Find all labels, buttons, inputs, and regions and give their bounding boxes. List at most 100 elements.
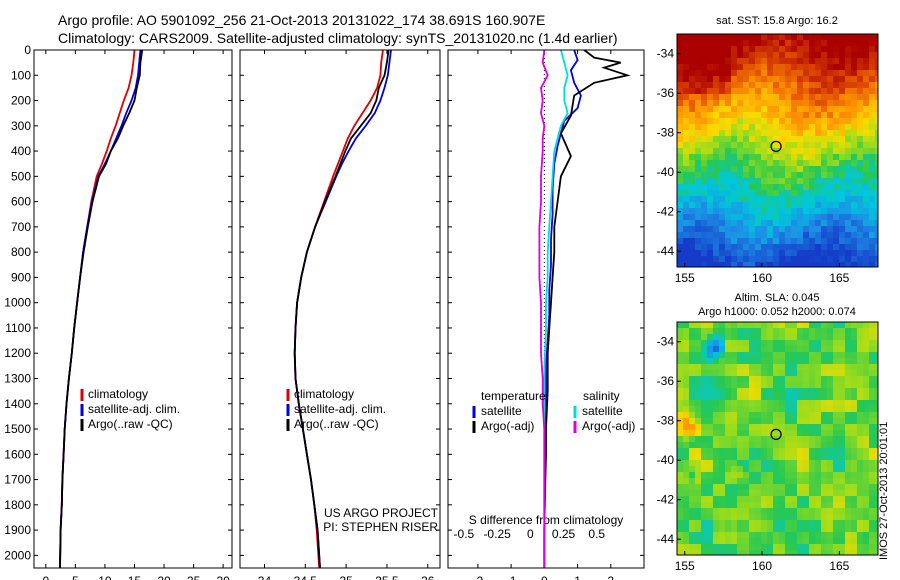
map-cell bbox=[851, 184, 858, 191]
map-cell bbox=[683, 238, 690, 245]
map-cell bbox=[749, 538, 756, 545]
map-cell bbox=[773, 190, 780, 197]
map-cell bbox=[809, 550, 816, 555]
map-cell bbox=[863, 358, 870, 365]
map-cell bbox=[803, 460, 810, 467]
map-cell bbox=[683, 460, 690, 467]
map-cell bbox=[875, 400, 878, 407]
map-cell bbox=[821, 250, 828, 257]
map-cell bbox=[701, 526, 708, 533]
map-cell bbox=[737, 454, 744, 461]
map-cell bbox=[797, 388, 804, 395]
map-cell bbox=[743, 76, 750, 83]
map-cell bbox=[833, 508, 840, 515]
map-cell bbox=[875, 40, 878, 47]
map-cell bbox=[707, 424, 714, 431]
map-cell bbox=[839, 238, 846, 245]
map-cell bbox=[695, 52, 702, 59]
map-cell bbox=[761, 64, 768, 71]
map-cell bbox=[701, 358, 708, 365]
map-cell bbox=[809, 214, 816, 221]
difference-profile-frame bbox=[447, 49, 645, 569]
map-cell bbox=[815, 376, 822, 383]
map-cell bbox=[713, 406, 720, 413]
map-cell bbox=[755, 526, 762, 533]
map-cell bbox=[707, 442, 714, 449]
map-cell bbox=[719, 124, 726, 131]
map-cell bbox=[767, 484, 774, 491]
map-cell bbox=[875, 220, 878, 227]
map-cell bbox=[779, 490, 786, 497]
map-cell bbox=[869, 202, 876, 209]
map-cell bbox=[743, 532, 750, 539]
map-cell bbox=[683, 496, 690, 503]
map-cell bbox=[833, 520, 840, 527]
map-cell bbox=[785, 52, 792, 59]
y-tick-label: 1800 bbox=[4, 498, 31, 512]
map-cell bbox=[755, 388, 762, 395]
map-cell bbox=[809, 184, 816, 191]
map-cell bbox=[719, 52, 726, 59]
map-cell bbox=[809, 544, 816, 551]
map-cell bbox=[785, 490, 792, 497]
map-cell bbox=[773, 388, 780, 395]
map-cell bbox=[785, 70, 792, 77]
map-cell bbox=[713, 478, 720, 485]
map-cell bbox=[743, 184, 750, 191]
map-cell bbox=[701, 154, 708, 161]
map-cell bbox=[707, 178, 714, 185]
map-cell bbox=[821, 484, 828, 491]
map-cell bbox=[863, 436, 870, 443]
map-cell bbox=[857, 76, 864, 83]
map-cell bbox=[785, 208, 792, 215]
map-cell bbox=[869, 238, 876, 245]
map-cell bbox=[827, 520, 834, 527]
map-cell bbox=[695, 538, 702, 545]
map-cell bbox=[755, 166, 762, 173]
map-cell bbox=[683, 490, 690, 497]
map-cell bbox=[719, 328, 726, 335]
map-cell bbox=[689, 220, 696, 227]
map-cell bbox=[809, 382, 816, 389]
map-cell bbox=[845, 256, 852, 263]
map-cell bbox=[707, 352, 714, 359]
map-cell bbox=[791, 466, 798, 473]
map-cell bbox=[869, 460, 876, 467]
map-cell bbox=[743, 118, 750, 125]
map-cell bbox=[815, 154, 822, 161]
map-cell bbox=[695, 454, 702, 461]
map-cell bbox=[875, 202, 878, 209]
map-cell bbox=[833, 412, 840, 419]
map-cell bbox=[713, 106, 720, 113]
map-cell bbox=[773, 412, 780, 419]
map-cell bbox=[713, 208, 720, 215]
map-cell bbox=[857, 196, 864, 203]
map-cell bbox=[869, 88, 876, 95]
map-cell bbox=[815, 394, 822, 401]
map-cell bbox=[683, 148, 690, 155]
map-cell bbox=[725, 40, 732, 47]
map-cell bbox=[767, 226, 774, 233]
map-cell bbox=[767, 436, 774, 443]
map-cell bbox=[875, 184, 878, 191]
map-cell bbox=[701, 508, 708, 515]
map-cell bbox=[863, 70, 870, 77]
map-cell bbox=[683, 454, 690, 461]
map-cell bbox=[821, 70, 828, 77]
map-cell bbox=[707, 166, 714, 173]
map-cell bbox=[719, 94, 726, 101]
map-cell bbox=[773, 418, 780, 425]
map-cell bbox=[755, 460, 762, 467]
map-cell bbox=[851, 70, 858, 77]
map-cell bbox=[737, 502, 744, 509]
map-cell bbox=[815, 58, 822, 65]
y-tick-label: 500 bbox=[11, 169, 31, 183]
map-cell bbox=[737, 484, 744, 491]
map-cell bbox=[857, 484, 864, 491]
map-cell bbox=[767, 538, 774, 545]
map-cell bbox=[821, 400, 828, 407]
map-cell bbox=[767, 334, 774, 341]
map-cell bbox=[683, 256, 690, 263]
map-cell bbox=[701, 544, 708, 551]
map-cell bbox=[833, 538, 840, 545]
